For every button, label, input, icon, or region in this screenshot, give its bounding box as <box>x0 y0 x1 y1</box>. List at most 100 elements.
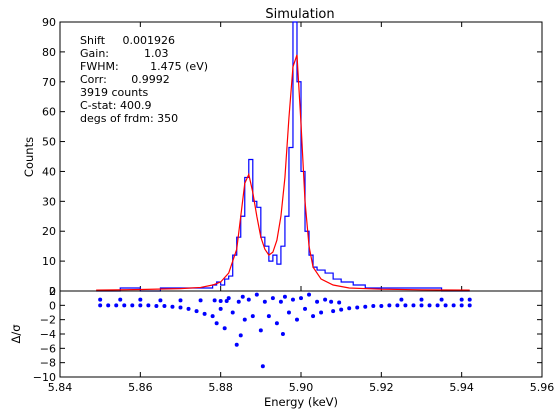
residual-point <box>363 304 368 309</box>
residual-point <box>280 332 285 336</box>
residual-point <box>319 310 324 315</box>
counts-y-tick-label: 60 <box>42 106 56 119</box>
residual-point <box>230 310 235 315</box>
residual-point <box>210 314 215 319</box>
residual-point <box>439 297 444 302</box>
x-tick-label: 5.96 <box>530 381 555 394</box>
residual-point <box>467 303 472 308</box>
residual-point <box>337 300 342 305</box>
residual-point <box>395 303 400 308</box>
residual-point <box>146 303 151 308</box>
residuals-y-tick-label: −10 <box>33 371 56 384</box>
residual-point <box>202 311 207 316</box>
chart-title: Simulation <box>265 7 334 22</box>
residual-point <box>435 303 440 308</box>
stat-corr: Corr: 0.9992 <box>80 73 170 86</box>
residual-point <box>214 321 219 326</box>
residual-point <box>106 303 111 308</box>
residual-point <box>282 294 287 299</box>
fit-stats-annotation: Shift 0.001926 Gain: 1.03 FWHM: 1.475 (e… <box>80 34 208 125</box>
residuals-axis-ticks: −10−8 −6−4−2 02 5.84 5.86 5.88 5.90 5.92 5.94 5.9… <box>33 285 554 394</box>
stat-gain: Gain: 1.03 <box>80 47 168 60</box>
stat-dof: degs of frdm: 350 <box>80 112 178 125</box>
x-tick-label: 5.88 <box>208 381 233 394</box>
residual-point <box>419 297 424 302</box>
residual-point <box>260 364 265 369</box>
x-tick-label: 5.94 <box>449 381 474 394</box>
residual-point <box>323 297 328 302</box>
residuals-y-tick-label: −6 <box>40 342 56 355</box>
residual-point <box>303 306 308 311</box>
residual-point <box>379 304 384 309</box>
stat-counts: 3919 counts <box>80 86 149 99</box>
counts-panel: 0 10 20 30 40 50 60 70 80 90 Counts Shift 0.00192… <box>22 16 543 298</box>
residual-point <box>158 298 163 303</box>
residual-point <box>266 314 271 319</box>
residual-point <box>218 306 223 311</box>
residual-point <box>371 304 376 309</box>
residual-point <box>299 296 303 301</box>
residual-point <box>240 294 245 299</box>
counts-y-tick-label: 70 <box>42 76 56 89</box>
residual-point <box>246 297 251 302</box>
x-axis-label: Energy (keV) <box>264 395 338 409</box>
residual-point <box>122 303 127 308</box>
residuals-y-tick-label: 2 <box>49 285 56 298</box>
residual-point <box>286 310 291 315</box>
residual-point <box>278 299 283 304</box>
residual-point <box>162 304 167 309</box>
counts-y-tick-label: 50 <box>42 136 56 149</box>
residual-point <box>331 309 336 314</box>
residual-point <box>262 299 267 304</box>
residuals-y-tick-label: −2 <box>40 314 56 327</box>
residual-point <box>178 305 183 310</box>
residual-point <box>186 306 191 311</box>
counts-y-tick-label: 0 <box>49 285 56 298</box>
residual-point <box>218 299 223 304</box>
counts-y-tick-label: 20 <box>42 225 56 238</box>
stat-fwhm: FWHM: 1.475 (eV) <box>80 60 208 73</box>
residual-point <box>451 303 456 308</box>
residual-point <box>459 303 464 308</box>
counts-y-axis-label: Counts <box>22 137 36 177</box>
residual-point <box>427 303 432 308</box>
x-tick-label: 5.90 <box>289 381 314 394</box>
residual-point <box>236 299 241 304</box>
counts-y-tick-label: 10 <box>42 255 56 268</box>
x-tick-label: 5.86 <box>128 381 153 394</box>
residual-point <box>347 306 352 311</box>
residual-point <box>224 299 229 304</box>
counts-axis-ticks: 0 10 20 30 40 50 60 70 80 90 <box>42 16 543 298</box>
residual-point <box>274 321 279 326</box>
residual-point <box>315 299 320 304</box>
residual-point <box>98 303 103 308</box>
residuals-series <box>98 292 472 369</box>
residual-point <box>258 328 263 333</box>
residual-point <box>270 296 275 301</box>
residuals-y-tick-label: 0 <box>49 299 56 312</box>
residual-point <box>234 342 239 347</box>
residual-point <box>419 303 424 308</box>
residual-point <box>170 304 175 309</box>
x-tick-label: 5.92 <box>369 381 394 394</box>
counts-y-tick-label: 90 <box>42 16 56 29</box>
residual-point <box>355 305 360 310</box>
residual-point <box>118 297 123 302</box>
residual-point <box>154 304 159 309</box>
residual-point <box>114 303 119 308</box>
residual-point <box>212 298 217 303</box>
residual-point <box>467 297 472 302</box>
residual-point <box>387 303 392 308</box>
residual-point <box>399 297 404 302</box>
residual-point <box>242 317 247 322</box>
residual-point <box>403 303 408 308</box>
residuals-panel: −10−8 −6−4−2 02 5.84 5.86 5.88 5.90 5.92 5.94 5.9… <box>9 285 554 409</box>
stat-shift: Shift 0.001926 <box>80 34 175 47</box>
residual-point <box>311 314 316 319</box>
counts-series <box>96 21 470 292</box>
residual-point <box>329 299 334 304</box>
residual-point <box>250 314 255 319</box>
residual-point <box>138 297 143 302</box>
